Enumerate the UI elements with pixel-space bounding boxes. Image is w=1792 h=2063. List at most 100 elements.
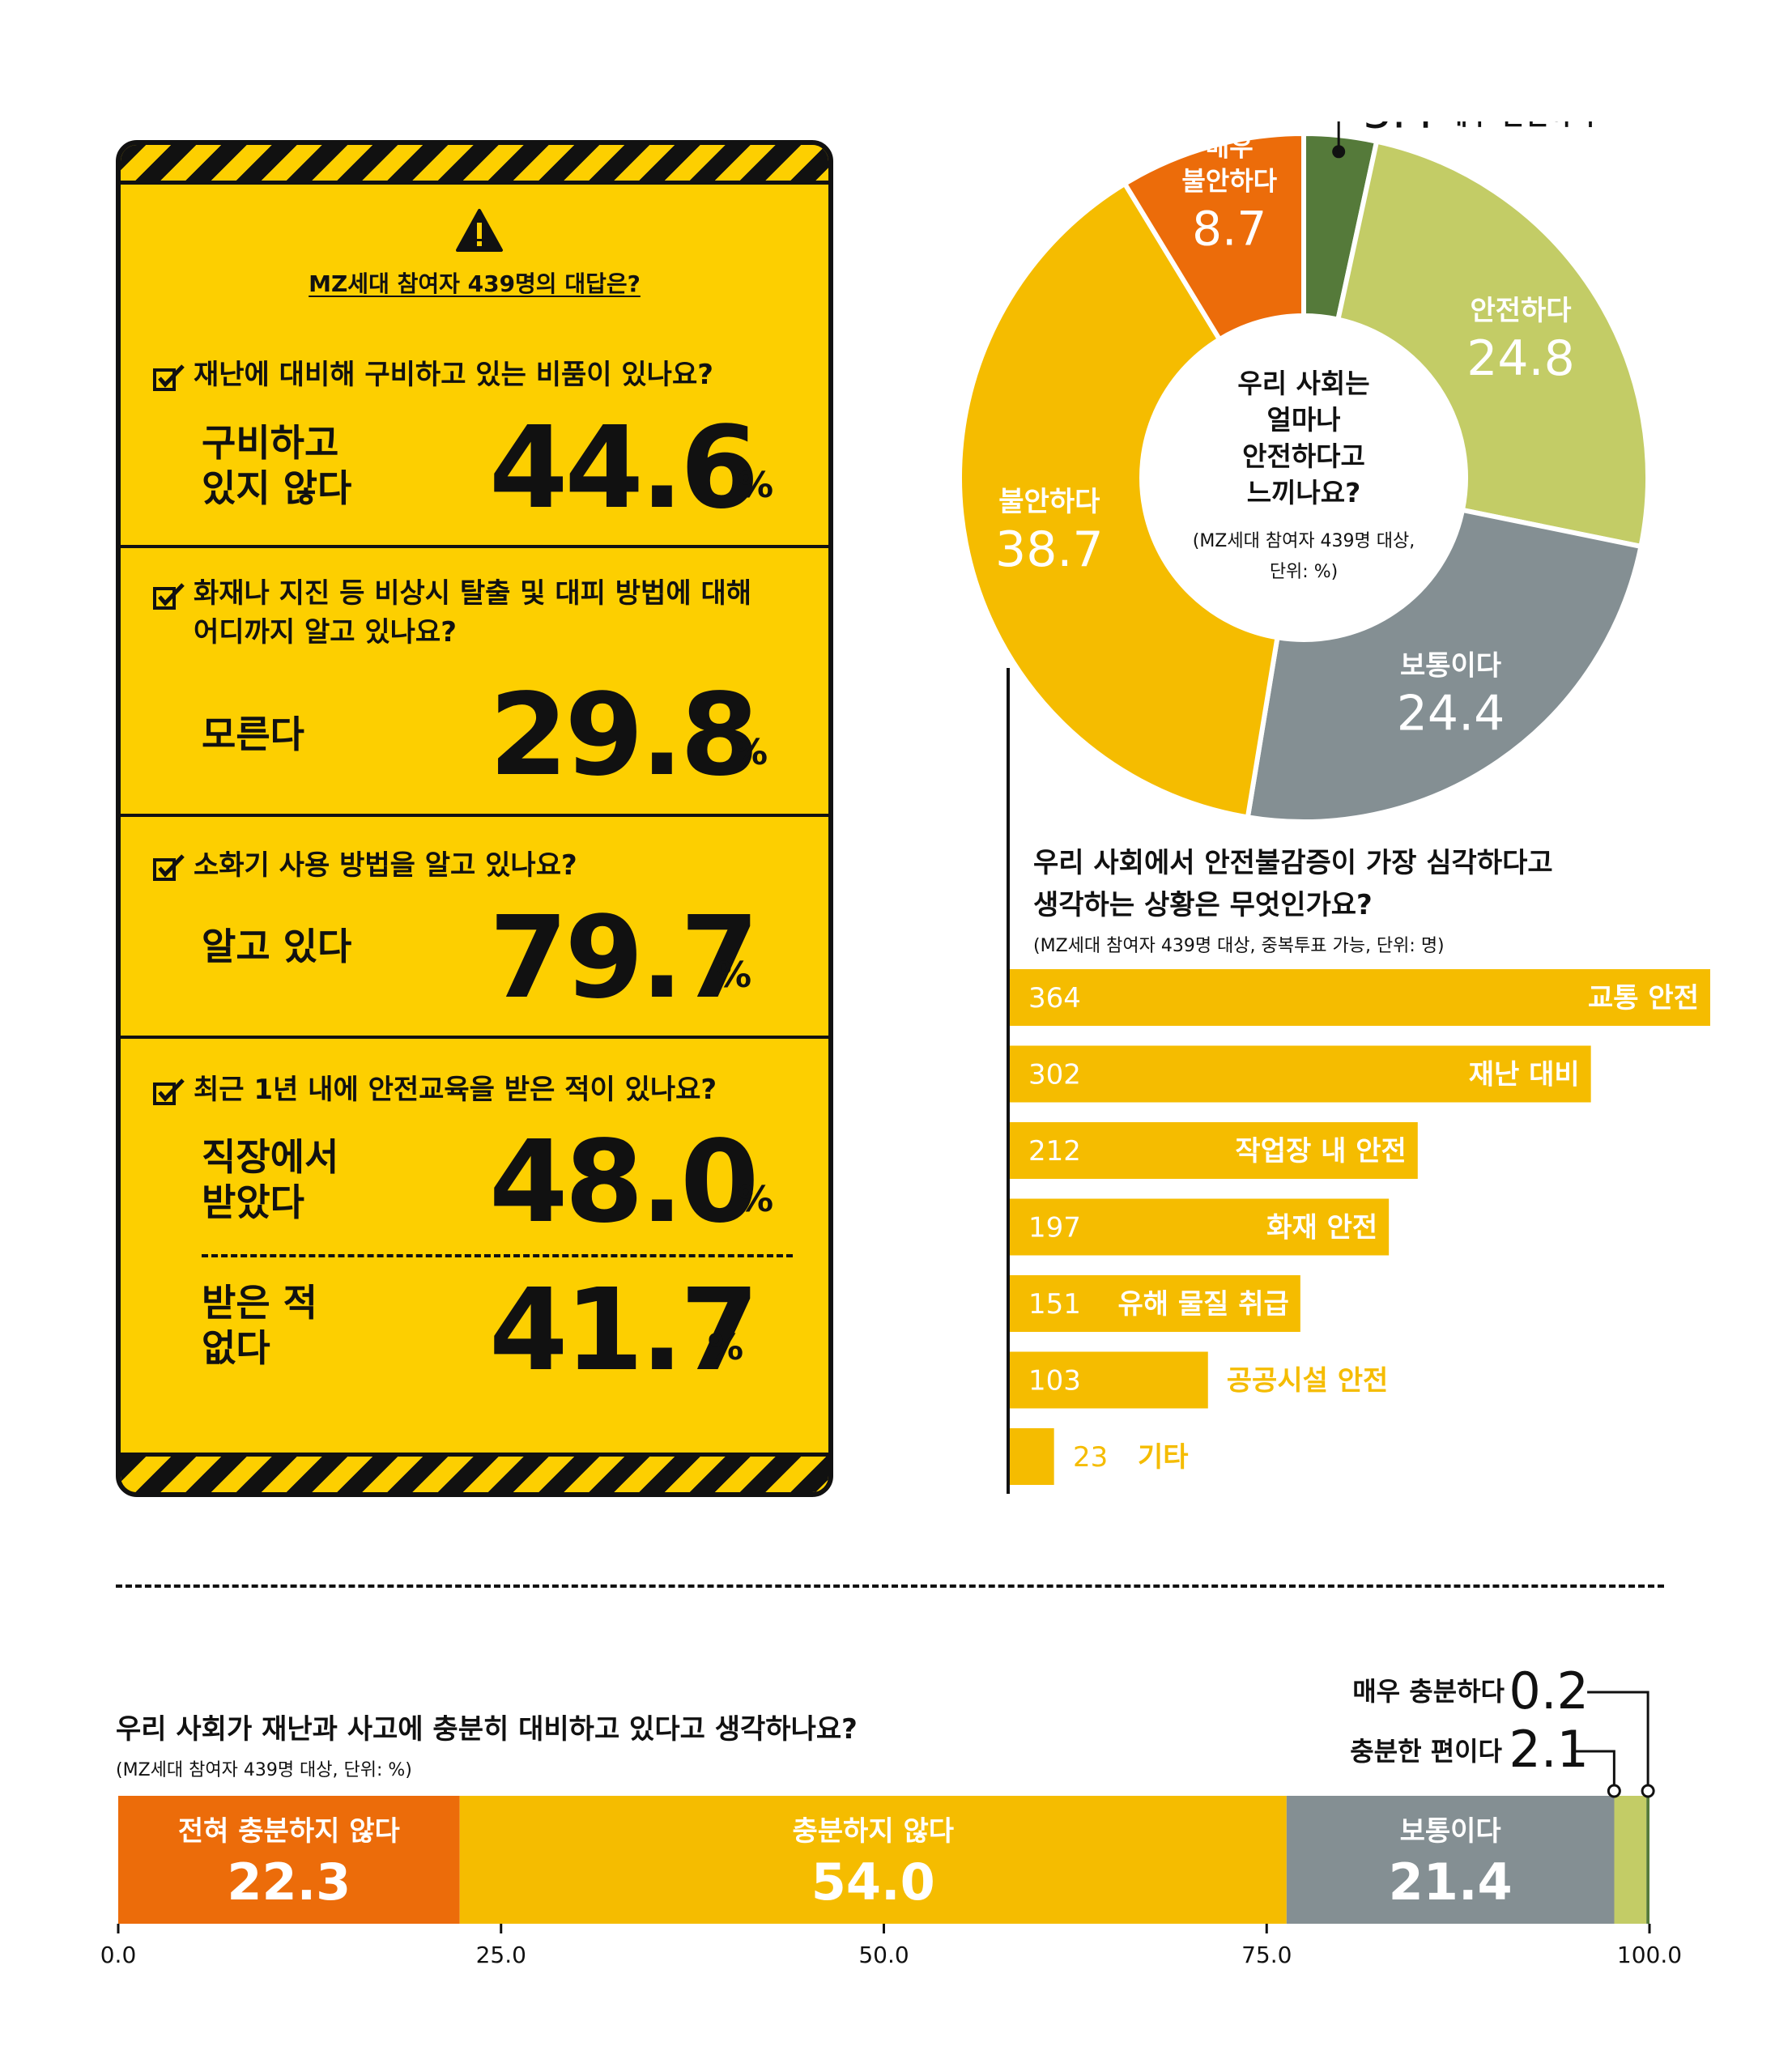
segment-label: 전혀 충분하지 않다 (178, 1815, 400, 1848)
bar-label: 공공시설 안전 (1227, 1365, 1389, 1397)
answer-value: 29.8 (489, 670, 759, 802)
x-tick-label: 75.0 (1241, 1942, 1292, 1968)
survey-panel: MZ세대 참여자 439명의 대답은? 재난에 대비해 구비하고 있는 비품이 … (116, 140, 833, 1497)
donut-center-title: 느끼나요? (1247, 477, 1361, 508)
answer-value: 48.0 (489, 1117, 759, 1248)
slice-value: 38.7 (995, 521, 1104, 578)
segment-label: 충분하지 않다 (792, 1815, 954, 1848)
segment-label: 매우 충분하다 (1352, 1676, 1505, 1707)
stacked-segment-2 (1286, 1796, 1615, 1924)
segment-label: 보통이다 (1400, 1815, 1501, 1848)
question-text: 최근 1년 내에 안전교육을 받은 적이 있나요? (194, 1074, 717, 1106)
donut-center-note: (MZ세대 참여자 439명 대상, (1193, 531, 1415, 551)
bar-value: 302 (1028, 1059, 1081, 1091)
segment-value: 54.0 (811, 1852, 935, 1912)
answer-label: 모른다 (202, 712, 304, 756)
stacked-segment-0 (118, 1796, 460, 1924)
percent-sign: % (738, 465, 774, 506)
panel-title: MZ세대 참여자 439명의 대답은? (309, 270, 641, 297)
segment-value: 22.3 (227, 1852, 351, 1912)
donut-slice-1 (1334, 138, 1650, 550)
slice-value: 8.7 (1192, 202, 1266, 257)
answer-label-2: 받은 적 없다 (202, 1281, 317, 1370)
warning-triangle-icon (456, 209, 503, 252)
bar-1 (1010, 1045, 1591, 1103)
bar-chart-title: 우리 사회에서 안전불감증이 가장 심각하다고 생각하는 상황은 무엇인가요? (1033, 847, 1553, 921)
percent-sign: % (708, 1327, 744, 1368)
answer-label: 직장에서 받았다 (202, 1135, 339, 1224)
percent-sign: % (732, 732, 768, 773)
donut-center-title: 우리 사회는 (1237, 368, 1369, 399)
safety-feeling-donut-chart: 3.4매우 안전하다안전하다24.8보통이다24.4불안하다38.7매우불안하다… (957, 121, 1650, 824)
answer-value: 79.7 (489, 892, 759, 1024)
bar-label: 유해 물질 취급 (1117, 1288, 1288, 1321)
bar-value: 197 (1028, 1212, 1081, 1244)
bar-chart-note: (MZ세대 참여자 439명 대상, 중복투표 가능, 단위: 명) (1033, 936, 1445, 956)
slice-value: 3.4 (1363, 121, 1435, 138)
x-tick-label: 100.0 (1617, 1942, 1682, 1968)
preparedness-stacked-bar-chart: 전혀 충분하지 않다 22.3 충분하지 않다 54.0 보통이다 21.4 0.2매우 충… (100, 1668, 1682, 1968)
slice-label: 매우 안전하다 (1444, 121, 1596, 130)
callout-line (1337, 121, 1340, 152)
bar-3 (1010, 1198, 1390, 1256)
slice-label: 보통이다 (1400, 650, 1501, 683)
safety-insensitivity-bar-chart: 364 교통 안전 302 재난 대비 212 작업장 내 안전 197 화재 안전 151 유해… (1007, 668, 1710, 1494)
stacked-chart-note: (MZ세대 참여자 439명 대상, 단위: %) (116, 1760, 412, 1780)
bar-5 (1010, 1351, 1208, 1409)
slice-label: 불안하다 (998, 486, 1100, 518)
bar-value: 212 (1028, 1135, 1081, 1168)
question-text: 재난에 대비해 구비하고 있는 비품이 있나요? (194, 359, 713, 391)
callout-dot (1607, 1784, 1621, 1798)
checkbox-check-icon (153, 1078, 185, 1105)
question-divider (121, 1036, 828, 1039)
section-divider (116, 1584, 1664, 1588)
donut-center-title: 안전하다고 (1242, 440, 1365, 472)
bar-label: 교통 안전 (1588, 982, 1699, 1014)
callout-line (1575, 1750, 1615, 1785)
checkbox-check-icon (153, 583, 185, 610)
donut-slice-2 (1245, 507, 1644, 824)
segment-value: 0.2 (1509, 1668, 1589, 1721)
stacked-segment-1 (459, 1796, 1287, 1924)
donut-center-note: 단위: %) (1270, 562, 1338, 582)
hazard-stripe-bottom (121, 1453, 828, 1492)
donut-slice-4 (1121, 130, 1306, 343)
answer-label: 알고 있다 (202, 925, 352, 968)
stacked-segment-4 (1646, 1796, 1649, 1924)
question-text: 화재나 지진 등 비상시 탈출 및 대피 방법에 대해 어디까지 알고 있나요? (194, 577, 752, 649)
answer-divider (202, 1254, 793, 1257)
bar-2 (1010, 1122, 1418, 1179)
slice-label: 안전하다 (1470, 295, 1571, 327)
checkbox-check-icon (153, 364, 185, 391)
answer-label: 구비하고 있지 않다 (202, 421, 352, 510)
donut-center-title: 얼마나 (1266, 404, 1340, 436)
segment-label: 충분한 편이다 (1350, 1736, 1502, 1767)
bar-label: 기타 (1138, 1441, 1189, 1474)
percent-sign: % (716, 955, 752, 996)
bar-label: 재난 대비 (1469, 1059, 1580, 1091)
x-tick-label: 25.0 (476, 1942, 526, 1968)
checkbox-check-icon (153, 854, 185, 881)
question-text: 소화기 사용 방법을 알고 있나요? (194, 849, 577, 882)
stacked-chart-title: 우리 사회가 재난과 사고에 충분히 대비하고 있다고 생각하나요? (116, 1713, 858, 1746)
x-tick-label: 0.0 (100, 1942, 137, 1968)
stacked-segment-3 (1614, 1796, 1647, 1924)
bar-label: 작업장 내 안전 (1235, 1135, 1406, 1168)
question-divider (121, 814, 828, 817)
answer-value: 44.6 (489, 402, 759, 534)
callout-dot (1641, 1784, 1655, 1798)
bar-value: 364 (1028, 982, 1081, 1014)
question-divider (121, 545, 828, 548)
segment-value: 21.4 (1389, 1852, 1513, 1912)
percent-sign: % (738, 1179, 774, 1220)
hazard-stripe-top (121, 145, 828, 185)
bar-6 (1010, 1428, 1054, 1485)
slice-value: 24.8 (1466, 330, 1575, 387)
answer-value-2: 41.7 (489, 1265, 759, 1397)
bar-label: 화재 안전 (1266, 1212, 1377, 1244)
x-tick-label: 50.0 (858, 1942, 909, 1968)
slice-label: 매우 (1206, 132, 1254, 163)
segment-value: 2.1 (1509, 1720, 1589, 1779)
slice-value: 24.4 (1397, 686, 1505, 742)
bar-value: 151 (1028, 1288, 1081, 1321)
